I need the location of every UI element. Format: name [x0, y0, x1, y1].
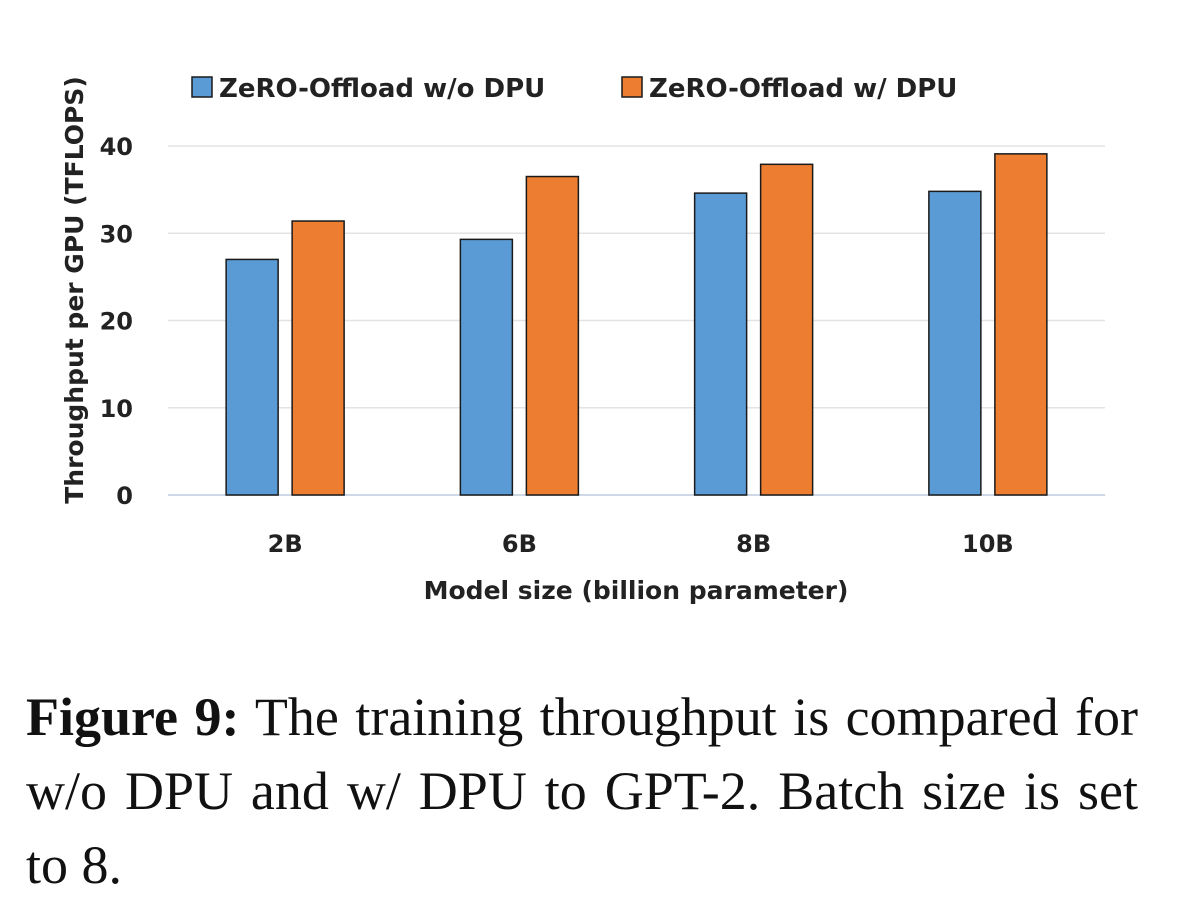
bar [459, 238, 514, 496]
figure-label: Figure 9: [26, 687, 240, 747]
y-tick-label: 30 [100, 220, 133, 248]
y-tick-label: 40 [100, 133, 133, 161]
bar [994, 153, 1048, 496]
legend-label: ZeRO-Offload w/o DPU [219, 74, 545, 104]
y-axis-title: Throughput per GPU (TFLOPS) [60, 76, 89, 504]
y-tick-label: 0 [116, 482, 133, 510]
figure-caption: Figure 9: The training throughput is com… [26, 680, 1138, 902]
y-tick-label: 10 [100, 395, 133, 423]
x-tick-label: 10B [962, 530, 1014, 558]
legend-swatch [621, 76, 643, 98]
legend: ZeRO-Offload w/o DPU ZeRO-Offload w/ DPU [191, 74, 957, 104]
x-tick-label: 6B [502, 530, 537, 558]
bar [759, 163, 814, 496]
bar [525, 175, 580, 496]
x-tick-label: 2B [268, 530, 303, 558]
caption-text: The training throughput is compared for … [26, 687, 1138, 895]
y-tick-label: 20 [100, 308, 133, 336]
legend-swatch [191, 76, 213, 98]
bar [225, 258, 279, 496]
bar [693, 192, 748, 496]
x-tick-label: 8B [736, 530, 771, 558]
bars [225, 153, 1048, 496]
bar [928, 190, 982, 496]
bar-chart: 0 10 20 30 40 2B 6B 8B 10B ZeRO-Offload w/o DPU… [60, 74, 1105, 605]
legend-label: ZeRO-Offload w/ DPU [649, 74, 957, 104]
x-axis-title: Model size (billion parameter) [424, 576, 849, 605]
bar [291, 220, 345, 496]
y-tick-labels: 0 10 20 30 40 [100, 133, 133, 510]
x-tick-labels: 2B 6B 8B 10B [268, 530, 1014, 558]
